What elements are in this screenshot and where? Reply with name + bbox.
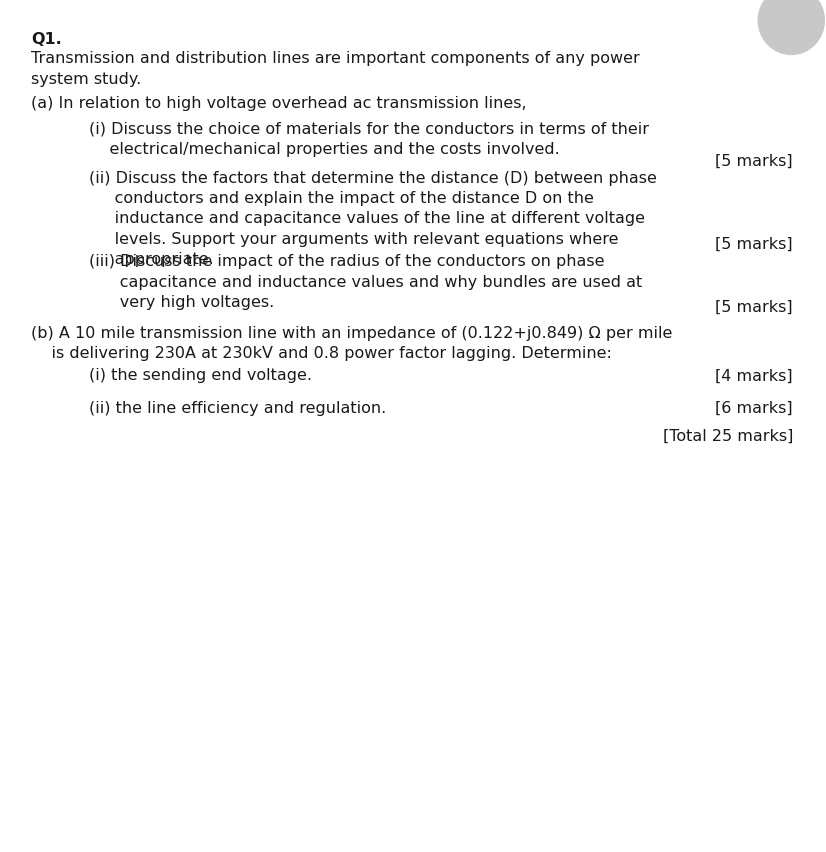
Circle shape <box>758 0 824 55</box>
Text: [4 marks]: [4 marks] <box>715 368 793 383</box>
Text: [5 marks]: [5 marks] <box>715 153 793 169</box>
Text: [5 marks]: [5 marks] <box>715 300 793 315</box>
Text: (iii) Discuss the impact of the radius of the conductors on phase
      capacita: (iii) Discuss the impact of the radius o… <box>89 254 643 309</box>
Text: Transmission and distribution lines are important components of any power
system: Transmission and distribution lines are … <box>31 51 640 87</box>
Text: [5 marks]: [5 marks] <box>715 237 793 252</box>
Text: [Total 25 marks]: [Total 25 marks] <box>662 429 793 444</box>
Text: Q1.: Q1. <box>31 32 62 48</box>
Text: (i) Discuss the choice of materials for the conductors in terms of their
    ele: (i) Discuss the choice of materials for … <box>89 121 649 157</box>
Text: (b) A 10 mile transmission line with an impedance of (0.122+j0.849) Ω per mile
 : (b) A 10 mile transmission line with an … <box>31 325 672 361</box>
Text: [6 marks]: [6 marks] <box>715 400 793 416</box>
Text: (ii) the line efficiency and regulation.: (ii) the line efficiency and regulation. <box>89 400 387 416</box>
Text: (a) In relation to high voltage overhead ac transmission lines,: (a) In relation to high voltage overhead… <box>31 96 527 112</box>
Text: (i) the sending end voltage.: (i) the sending end voltage. <box>89 368 312 383</box>
Text: (ii) Discuss the factors that determine the distance (D) between phase
     cond: (ii) Discuss the factors that determine … <box>89 170 657 267</box>
